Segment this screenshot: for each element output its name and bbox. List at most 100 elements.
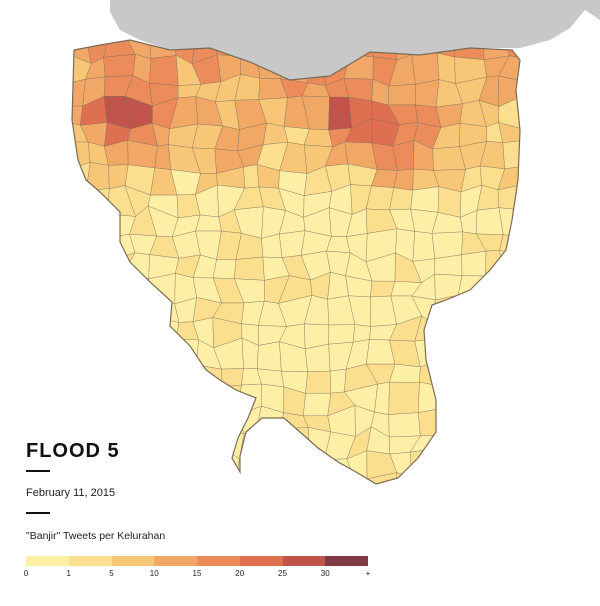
kelurahan-region [301,472,333,484]
kelurahan-region [281,472,310,484]
kelurahan-region [505,318,520,349]
legend-tick: 20 [235,569,245,578]
kelurahan-region [483,274,503,297]
kelurahan-region [235,478,266,484]
legend-swatch [154,556,197,566]
legend-swatch [111,556,155,566]
legend-tick: + [365,569,371,578]
kelurahan-region [476,385,502,415]
legend-swatch [282,556,326,566]
kelurahan-region [255,428,280,456]
kelurahan-region [256,341,282,372]
legend-swatch [68,556,112,566]
kelurahan-region [111,296,134,328]
kelurahan-region [329,368,347,394]
kelurahan-region [197,386,223,407]
kelurahan-region [168,386,202,408]
kelurahan-region [411,476,442,484]
legend-tick-labels: 0 1 5 10 15 20 25 30 + [24,566,371,586]
kelurahan-region [365,472,398,484]
kelurahan-region [498,122,520,143]
kelurahan-region [72,231,90,259]
kelurahan-region [523,317,548,350]
kelurahan-region [432,323,467,350]
kelurahan-region [522,408,548,435]
kelurahan-regions [72,40,548,498]
kelurahan-region [72,404,92,438]
kelurahan-region [72,190,87,210]
kelurahan-region [72,321,91,341]
kelurahan-region [479,342,508,370]
sea-water [110,0,600,80]
kelurahan-region [521,480,548,498]
kelurahan-region [438,448,465,477]
kelurahan-region [130,458,157,478]
kelurahan-region [190,469,214,484]
kelurahan-region [130,344,152,372]
kelurahan-region [89,360,110,388]
kelurahan-region [500,387,520,409]
kelurahan-region [346,478,368,484]
kelurahan-region [308,455,333,480]
kelurahan-region [417,407,444,437]
kelurahan-region [501,361,520,390]
kelurahan-region [476,407,509,434]
kelurahan-region [105,252,136,285]
kelurahan-region [328,324,356,345]
kelurahan-region [409,447,441,478]
kelurahan-region [521,82,548,98]
kelurahan-region [325,478,356,484]
kelurahan-region [435,337,457,364]
kelurahan-region [502,469,520,484]
kelurahan-region [505,339,520,370]
kelurahan-region [103,321,134,349]
legend-swatch [26,556,69,566]
legend-color-bar [26,556,368,566]
kelurahan-region [508,433,520,460]
kelurahan-region [72,105,84,126]
kelurahan-region [522,385,548,410]
kelurahan-region [519,232,520,261]
kelurahan-region [195,214,222,232]
kelurahan-region [305,370,332,394]
legend-tick: 10 [149,569,159,578]
legend-title: "Banjir" Tweets per Kelurahan [26,530,166,542]
kelurahan-region [80,322,113,349]
legend-swatch [197,556,240,566]
kelurahan-region [221,368,244,388]
kelurahan-region [500,407,520,436]
kelurahan-region [438,475,465,484]
kelurahan-region [72,78,86,107]
kelurahan-region [521,167,548,192]
kelurahan-region [415,79,440,108]
kelurahan-region [432,294,467,329]
kelurahan-region [197,405,214,438]
kelurahan-region [151,427,178,459]
kelurahan-region [104,383,135,411]
kelurahan-region [103,53,136,78]
kelurahan-region [389,363,421,383]
kelurahan-region [150,338,177,372]
kelurahan-region [476,207,504,235]
kelurahan-region [261,233,283,258]
kelurahan-region [105,271,134,307]
kelurahan-region [277,454,310,481]
kelurahan-region [80,297,113,328]
kelurahan-region [502,452,520,481]
kelurahan-region [388,412,421,438]
legend-tick: 30 [320,569,330,578]
kelurahan-region [456,316,481,350]
kelurahan-region [437,52,456,84]
kelurahan-region [130,367,155,389]
kelurahan-region [129,469,157,484]
kelurahan-region [88,409,108,433]
kelurahan-region [103,347,134,369]
kelurahan-region [89,339,108,362]
kelurahan-region [147,469,176,484]
kelurahan-region [437,186,462,218]
kelurahan-region [522,430,548,459]
kelurahan-region [72,271,85,299]
kelurahan-region [212,469,245,484]
kelurahan-region [128,317,154,348]
legend-tick: 1 [66,569,71,578]
